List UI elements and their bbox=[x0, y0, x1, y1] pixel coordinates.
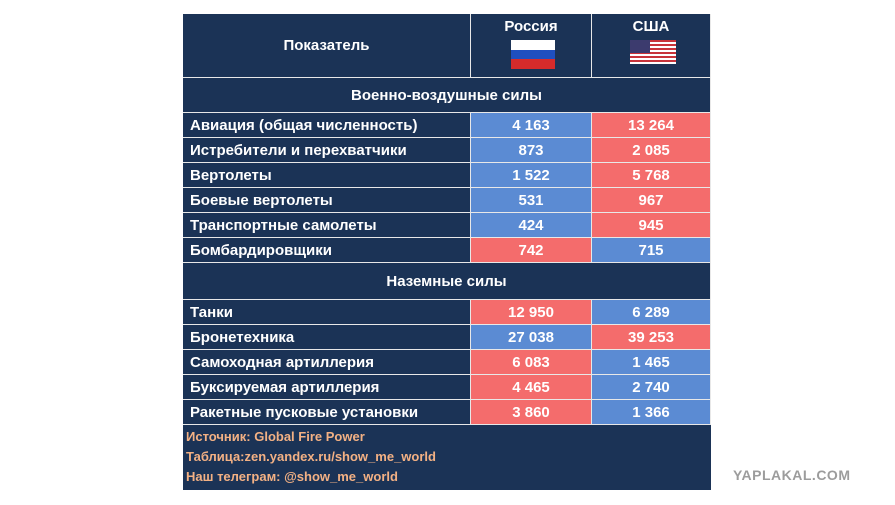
row-label: Самоходная артиллерия bbox=[183, 350, 471, 375]
value-cell: 6 289 bbox=[592, 300, 711, 325]
value-cell: 27 038 bbox=[471, 325, 592, 350]
value-cell: 6 083 bbox=[471, 350, 592, 375]
value-cell: 531 bbox=[471, 188, 592, 213]
header-indicator: Показатель bbox=[183, 14, 471, 78]
table: Показатель Россия США Военно-воздушные с… bbox=[183, 14, 711, 490]
row-label: Танки bbox=[183, 300, 471, 325]
value-cell: 12 950 bbox=[471, 300, 592, 325]
value-cell: 967 bbox=[592, 188, 711, 213]
value-cell: 873 bbox=[471, 138, 592, 163]
row-label: Транспортные самолеты bbox=[183, 213, 471, 238]
row-label: Вертолеты bbox=[183, 163, 471, 188]
value-cell: 13 264 bbox=[592, 113, 711, 138]
footer-line: Таблица:zen.yandex.ru/show_me_world bbox=[186, 449, 436, 464]
value-cell: 2 085 bbox=[592, 138, 711, 163]
row-label: Истребители и перехватчики bbox=[183, 138, 471, 163]
value-cell: 1 366 bbox=[592, 400, 711, 425]
value-cell: 945 bbox=[592, 213, 711, 238]
row-label: Ракетные пусковые установки bbox=[183, 400, 471, 425]
value-cell: 5 768 bbox=[592, 163, 711, 188]
row-label: Боевые вертолеты bbox=[183, 188, 471, 213]
value-cell: 4 163 bbox=[471, 113, 592, 138]
russia-flag bbox=[511, 40, 555, 69]
usa-flag bbox=[630, 40, 676, 64]
section-title: Наземные силы bbox=[183, 263, 711, 300]
footer-line: Источник: Global Fire Power bbox=[186, 429, 365, 444]
header-usa: США bbox=[592, 14, 711, 78]
value-cell: 742 bbox=[471, 238, 592, 263]
row-label: Бронетехника bbox=[183, 325, 471, 350]
section-title: Военно-воздушные силы bbox=[183, 78, 711, 113]
watermark: YAPLAKAL.COM bbox=[733, 467, 851, 483]
header-russia: Россия bbox=[471, 14, 592, 78]
footer-line: Наш телеграм: @show_me_world bbox=[186, 469, 398, 484]
value-cell: 1 465 bbox=[592, 350, 711, 375]
value-cell: 4 465 bbox=[471, 375, 592, 400]
value-cell: 2 740 bbox=[592, 375, 711, 400]
row-label: Буксируемая артиллерия bbox=[183, 375, 471, 400]
value-cell: 424 bbox=[471, 213, 592, 238]
value-cell: 1 522 bbox=[471, 163, 592, 188]
row-label: Авиация (общая численность) bbox=[183, 113, 471, 138]
value-cell: 715 bbox=[592, 238, 711, 263]
value-cell: 3 860 bbox=[471, 400, 592, 425]
row-label: Бомбардировщики bbox=[183, 238, 471, 263]
value-cell: 39 253 bbox=[592, 325, 711, 350]
